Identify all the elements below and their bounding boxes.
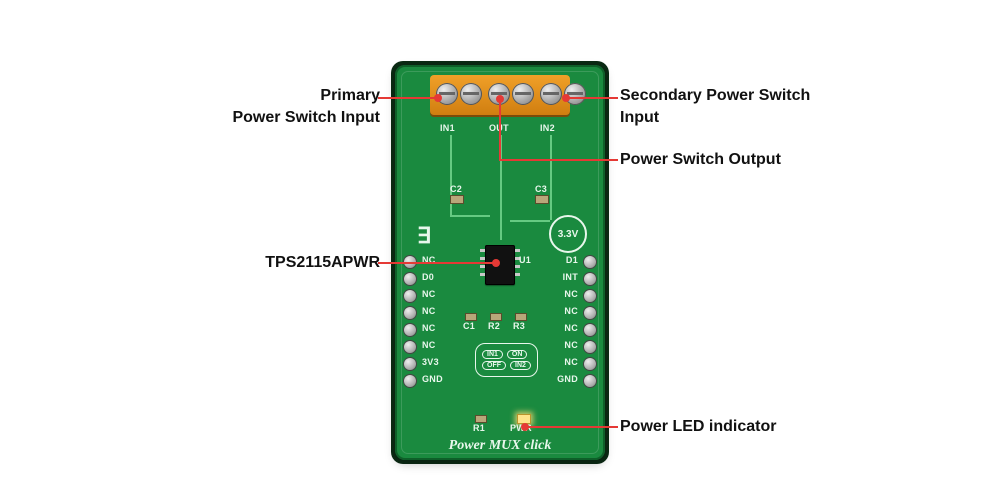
voltage-badge: 3.3V xyxy=(549,215,587,253)
sel-on: ON xyxy=(507,350,528,359)
rpin-1: INT xyxy=(563,272,578,282)
rpin-0: D1 xyxy=(566,255,578,265)
lpin-4: NC xyxy=(422,323,436,333)
callout-ic: TPS2115APWR xyxy=(220,252,380,274)
rpin-5: NC xyxy=(564,340,578,350)
header-left xyxy=(401,253,419,389)
silk-c2: C2 xyxy=(450,184,462,194)
smd-c2 xyxy=(450,195,464,204)
silk-out: OUT xyxy=(489,123,509,133)
pcb: IN1 OUT IN2 C2 C3 ∃ 3.3V U1 C1 R2 xyxy=(395,65,605,460)
callout-output: Power Switch Output xyxy=(620,149,840,171)
sel-off: OFF xyxy=(482,361,506,370)
rpin-7: GND xyxy=(557,374,578,384)
silk-c3: C3 xyxy=(535,184,547,194)
silk-pwr: PWR xyxy=(510,423,532,433)
rpin-4: NC xyxy=(564,323,578,333)
sel-in1: IN1 xyxy=(482,350,503,359)
silk-r2: R2 xyxy=(488,321,500,331)
lpin-3: NC xyxy=(422,306,436,316)
lpin-2: NC xyxy=(422,289,436,299)
rpin-3: NC xyxy=(564,306,578,316)
callout-primary: PrimaryPower Switch Input xyxy=(150,85,380,128)
ic-u1 xyxy=(485,245,515,285)
logo-e: ∃ xyxy=(417,223,431,249)
smd-r3 xyxy=(515,313,527,321)
lpin-1: D0 xyxy=(422,272,434,282)
silk-r1: R1 xyxy=(473,423,485,433)
smd-c3 xyxy=(535,195,549,204)
lpin-7: GND xyxy=(422,374,443,384)
lpin-0: NC xyxy=(422,255,436,265)
callout-led: Power LED indicator xyxy=(620,416,840,438)
smd-r2 xyxy=(490,313,502,321)
silk-in2: IN2 xyxy=(540,123,555,133)
product-title: Power MUX click xyxy=(395,438,605,454)
silk-in1: IN1 xyxy=(440,123,455,133)
silk-u1: U1 xyxy=(519,255,531,265)
callout-secondary: Secondary Power SwitchInput xyxy=(620,85,880,128)
selector-box: IN1 ON OFF IN2 xyxy=(475,343,538,377)
rpin-2: NC xyxy=(564,289,578,299)
rpin-6: NC xyxy=(564,357,578,367)
terminal-block xyxy=(430,75,570,115)
smd-c1 xyxy=(465,313,477,321)
diagram-stage: IN1 OUT IN2 C2 C3 ∃ 3.3V U1 C1 R2 xyxy=(0,0,1000,500)
sel-in2: IN2 xyxy=(510,361,531,370)
silk-c1: C1 xyxy=(463,321,475,331)
silk-r3: R3 xyxy=(513,321,525,331)
lpin-5: NC xyxy=(422,340,436,350)
header-right xyxy=(581,253,599,389)
lpin-6: 3V3 xyxy=(422,357,439,367)
smd-r1 xyxy=(475,415,487,423)
voltage-text: 3.3V xyxy=(558,229,579,240)
